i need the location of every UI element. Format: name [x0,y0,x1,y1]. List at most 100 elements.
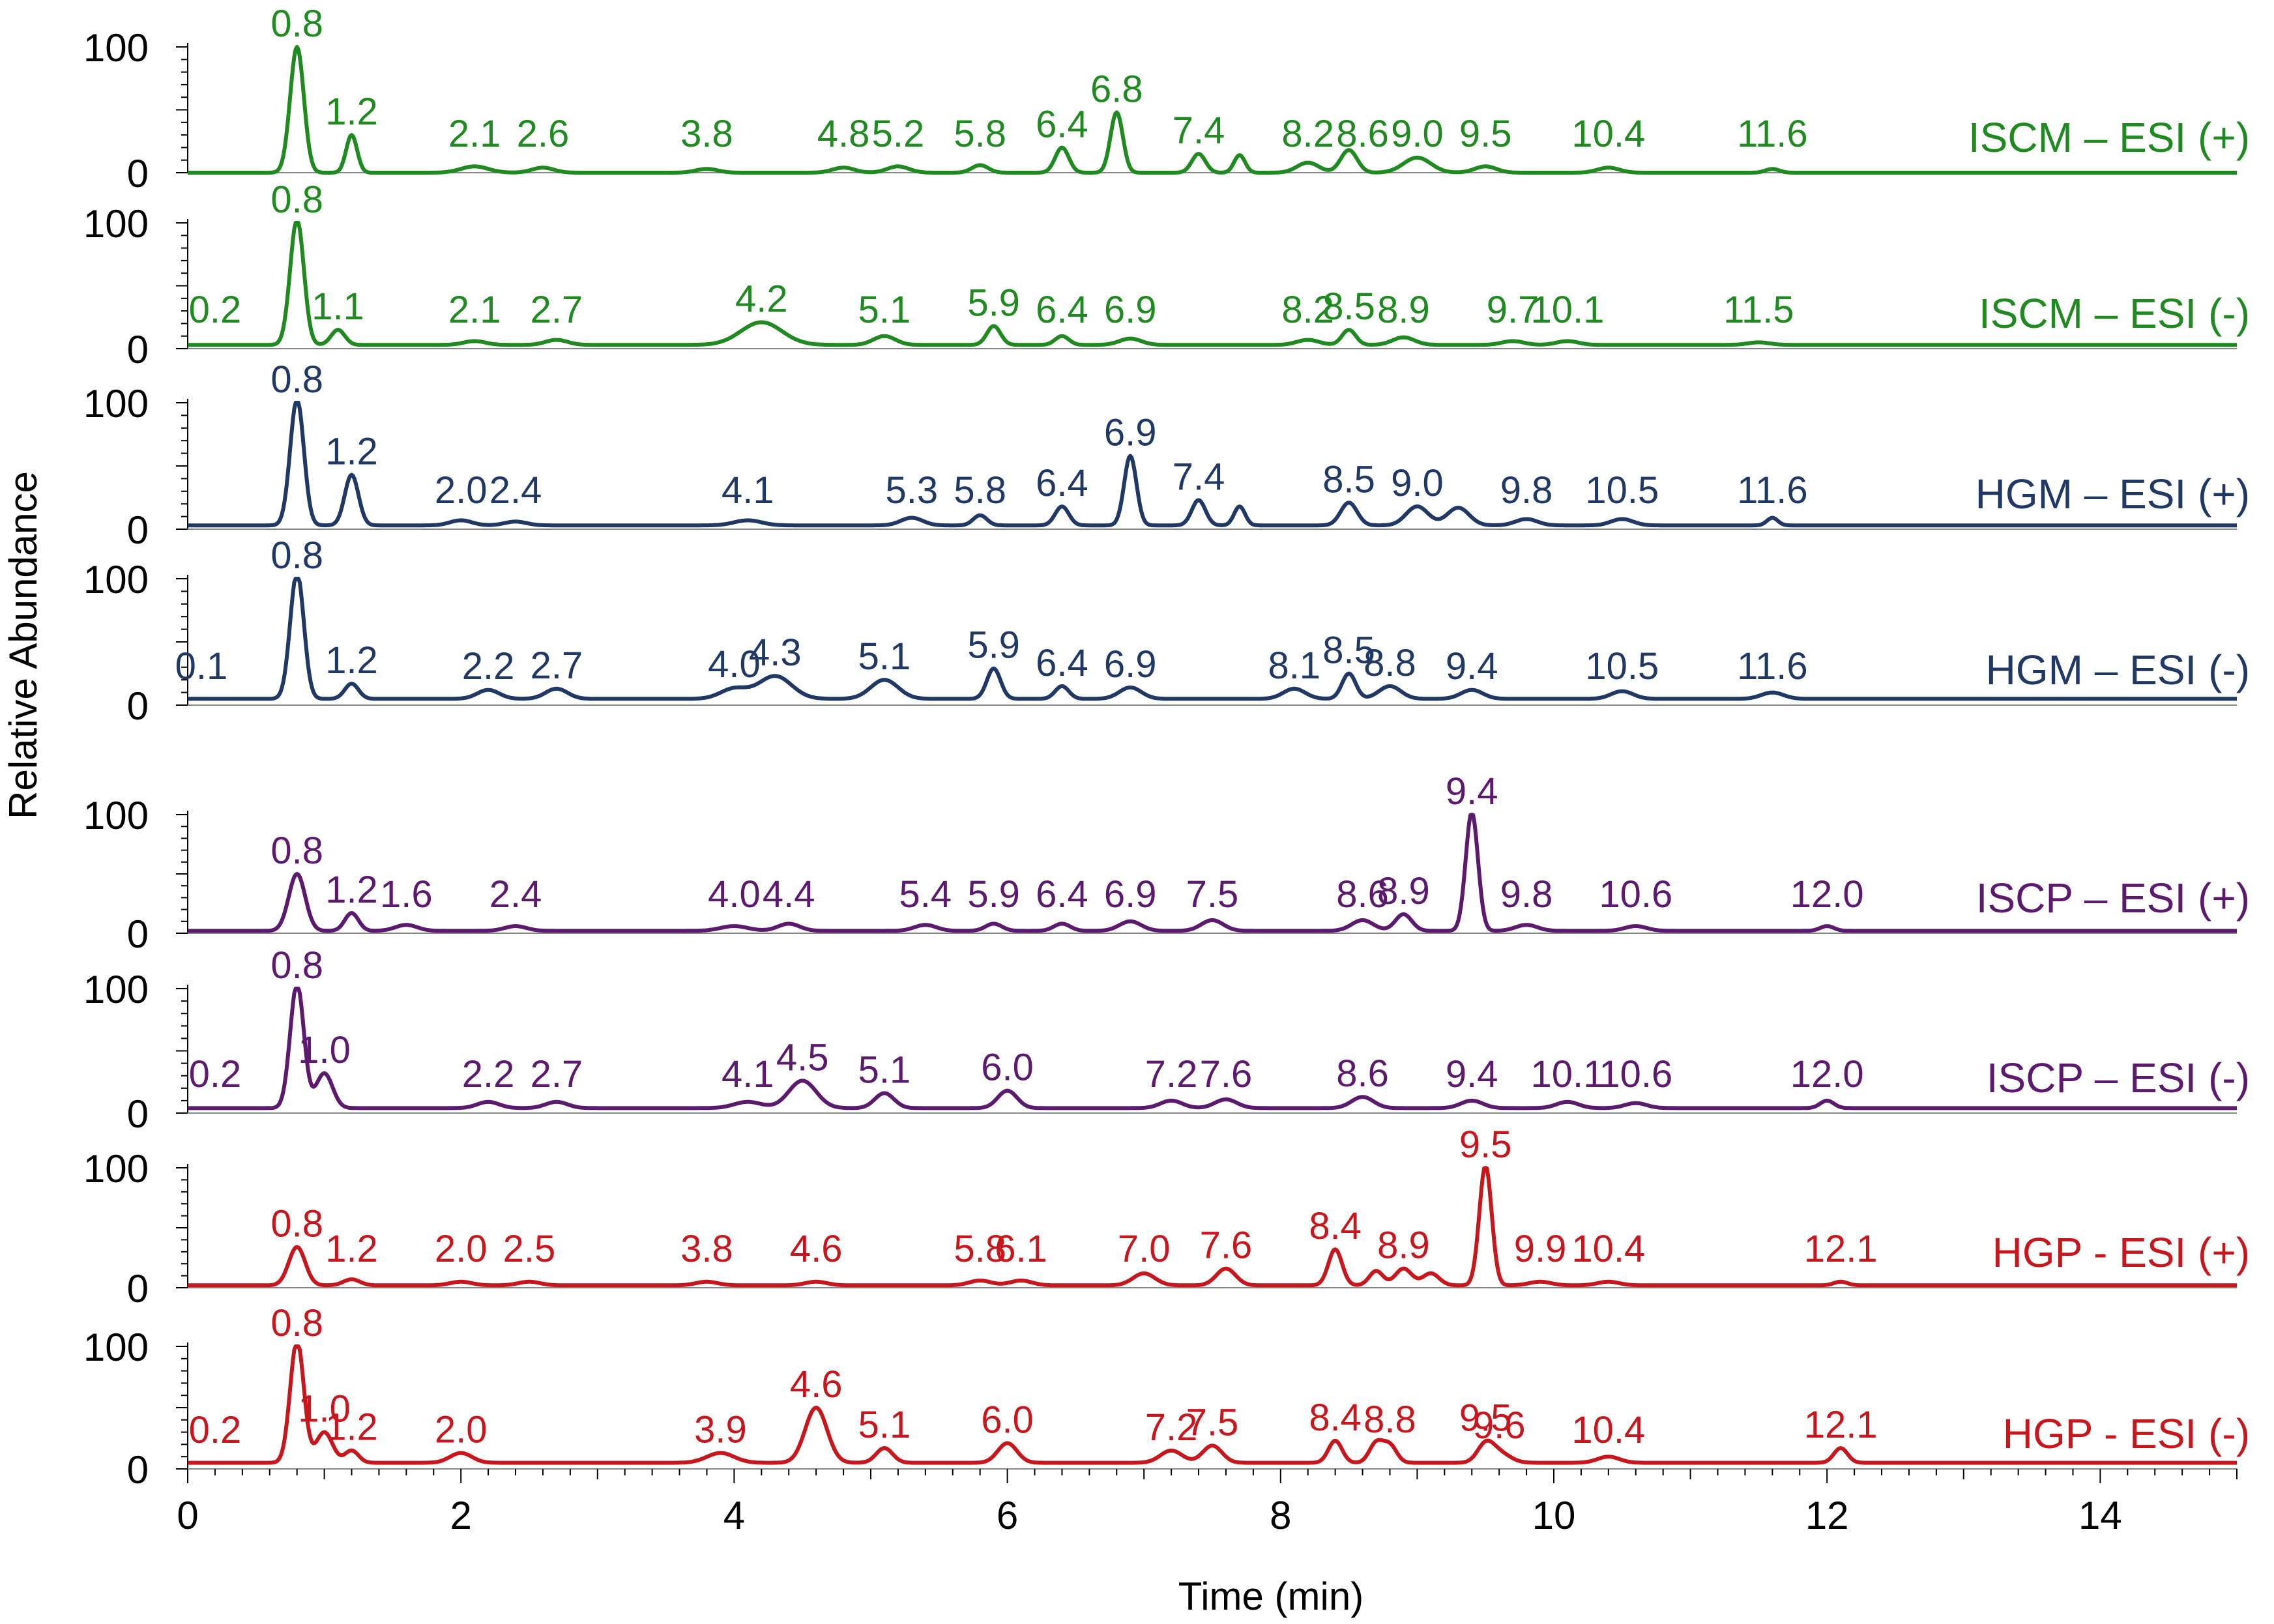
peak-label: 2.7 [531,289,583,331]
peak-label: 7.4 [1173,109,1225,152]
peak-label: 8.2 [1281,289,1334,331]
trace-line [187,221,2238,347]
peak-label: 10.5 [1585,645,1659,688]
peak-label: 8.4 [1309,1205,1362,1247]
series-label: ISCM – ESI (+) [1968,114,2250,161]
y-tick-label-0: 0 [127,1448,149,1492]
peak-label: 8.6 [1336,1052,1389,1095]
trace-line [187,401,2238,528]
peak-label: 1.0 [298,1388,351,1430]
y-tick-label-0: 0 [127,1092,149,1136]
y-tick-label-100: 100 [83,26,149,70]
peak-label: 4.6 [790,1363,843,1406]
peak-label: 1.2 [325,431,378,473]
peak-label: 2.7 [531,645,583,687]
peak-label: 11.6 [1737,645,1808,688]
peak-label: 8.5 [1322,285,1375,328]
peak-label: 1.1 [312,285,364,328]
peak-label: 2.5 [503,1228,556,1270]
peak-label: 7.6 [1200,1053,1253,1095]
peak-label: 3.9 [694,1409,747,1451]
peak-label: 11.5 [1723,289,1794,331]
peak-label: 7.6 [1200,1225,1253,1267]
peak-label: 5.4 [899,873,952,916]
peak-label: 4.6 [790,1228,843,1270]
peak-label: 6.4 [1036,462,1088,504]
y-axis-title: Relative Abundance [1,471,45,819]
peak-label: 9.4 [1446,645,1498,688]
peak-label: 8.5 [1322,629,1375,671]
peak-label: 5.9 [967,624,1020,667]
peak-label: 5.9 [967,282,1020,324]
x-tick-label: 0 [177,1494,198,1537]
peak-label: 10.4 [1571,113,1645,155]
series-label: HGP - ESI (-) [2003,1410,2250,1457]
peak-label: 1.2 [325,639,378,682]
peak-label: 9.9 [1514,1228,1567,1270]
peak-label: 6.9 [1104,873,1157,916]
peak-label: 4.0 [708,643,761,686]
series-label: HGP - ESI (+) [1992,1229,2250,1276]
peak-label: 0.8 [270,1302,323,1344]
peak-label: 4.1 [722,469,774,512]
peak-label: 6.9 [1104,289,1157,331]
peak-label: 10.6 [1599,873,1672,916]
y-tick-label-100: 100 [83,1326,149,1369]
peak-label: 8.8 [1363,642,1416,684]
peak-label: 2.4 [489,873,542,916]
x-tick-label: 6 [997,1494,1018,1537]
x-axis-title: Time (min) [1178,1574,1363,1618]
y-tick-label-0: 0 [127,1267,149,1311]
peak-label: 3.8 [680,1228,733,1270]
peak-label: 12.1 [1804,1404,1878,1446]
peak-label: 7.0 [1118,1228,1171,1270]
peak-label: 2.6 [517,113,570,155]
peak-label: 9.6 [1473,1404,1526,1447]
peak-label: 4.5 [776,1036,829,1079]
peak-label: 0.8 [270,3,323,45]
trace-line [187,577,2238,701]
peak-label: 3.8 [680,113,733,155]
peak-label: 9.0 [1391,462,1444,504]
peak-label: 1.2 [325,1406,378,1449]
peak-label: 10.1 [1531,1053,1605,1095]
peak-label: 2.0 [435,1228,488,1270]
peak-label: 0.2 [189,1053,242,1095]
peak-label: 0.8 [270,179,323,221]
peak-label: 7.5 [1186,1401,1239,1443]
peak-label: 12.0 [1790,873,1864,916]
y-tick-label-0: 0 [127,912,149,956]
peak-label: 7.5 [1186,873,1239,916]
x-tick-label: 8 [1270,1494,1291,1537]
peak-label: 4.2 [735,278,788,320]
peak-label: 5.3 [886,469,939,512]
peak-label: 9.7 [1487,289,1539,331]
peak-label: 4.8 [817,113,870,155]
peak-label: 0.8 [270,358,323,401]
peak-label: 5.1 [858,1049,911,1091]
peak-label: 2.2 [462,1053,515,1095]
peak-label: 9.8 [1500,469,1553,512]
peak-label: 0.8 [270,830,323,872]
peak-label: 8.6 [1336,113,1389,155]
peak-label: 8.2 [1281,113,1334,155]
peak-label: 11.6 [1737,469,1808,512]
x-tick-label: 12 [1805,1494,1849,1537]
panel-8: 100 0 0.2 0.8 1.01.2 2.0 3.9 4.6 5.1 6.0 7.27.5 8.4… [83,1302,2250,1492]
trace-line [187,987,2238,1110]
series-label: ISCP – ESI (-) [1987,1054,2250,1101]
peak-label: 0.8 [270,944,323,987]
peak-label: 1.6 [380,873,433,916]
y-tick-label-100: 100 [83,558,149,602]
peak-label: 9.4 [1446,770,1498,813]
y-tick-label-100: 100 [83,1147,149,1191]
y-tick-label-0: 0 [127,152,149,196]
panel-1: 100 0 0.8 1.2 2.1 2.6 3.8 4.8 5.2 5.8 6.46.8 7.4 8.2… [83,3,2250,196]
y-tick-label-0: 0 [127,508,149,552]
panel-4: 100 0 0.1 0.8 1.2 2.2 2.7 4.04.3 5.1 5.9 6.4 6.9 8.1… [83,534,2250,728]
panel-6: 100 0 0.2 0.8 1.0 2.2 2.7 4.1 4.5 5.1 6.0 7.2 7.6 8.6… [83,944,2250,1136]
peak-label: 9.5 [1459,113,1512,155]
trace-line [187,813,2238,933]
peak-label: 11.6 [1737,113,1808,155]
